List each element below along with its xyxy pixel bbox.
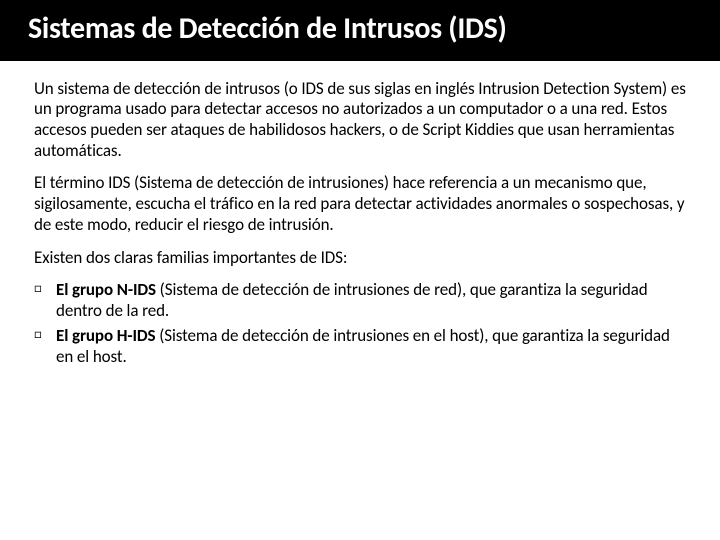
list-item-bold: El grupo N-IDS <box>56 279 156 300</box>
list-item-bold: El grupo H-IDS <box>56 325 155 346</box>
slide-content: Un sistema de detección de intrusos (o I… <box>0 61 720 392</box>
paragraph-2: El término IDS (Sistema de detección de … <box>34 173 686 235</box>
bullet-list: El grupo N-IDS (Sistema de detección de … <box>34 280 686 367</box>
list-item: El grupo H-IDS (Sistema de detección de … <box>56 326 686 367</box>
paragraph-1: Un sistema de detección de intrusos (o I… <box>34 79 686 162</box>
list-item: El grupo N-IDS (Sistema de detección de … <box>56 280 686 321</box>
title-bar: Sistemas de Detección de Intrusos (IDS) <box>0 0 720 61</box>
slide-title: Sistemas de Detección de Intrusos (IDS) <box>28 12 692 47</box>
paragraph-3: Existen dos claras familias importantes … <box>34 248 686 269</box>
